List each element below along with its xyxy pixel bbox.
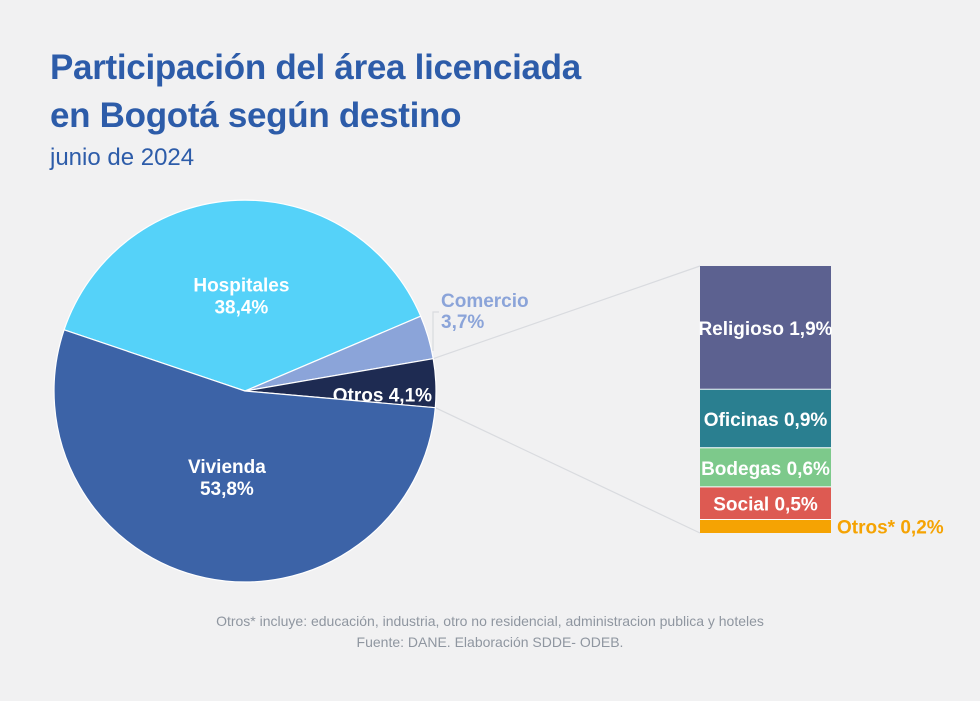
chart-subtitle: junio de 2024 — [50, 144, 195, 171]
header: Participación del área licenciada en Bogo… — [50, 44, 581, 172]
pie-value-hospitales: 38,4% — [214, 298, 268, 319]
pie-label-comercio: Comercio — [441, 291, 529, 312]
pie-label-vivienda: Vivienda — [188, 457, 266, 478]
pie-slice-hospitales — [63, 199, 422, 392]
comercio-leader-line — [432, 311, 439, 351]
pie-value-vivienda: 53,8% — [200, 479, 254, 500]
bar-segment-bodegas — [700, 448, 831, 488]
connector-line-bottom — [435, 407, 701, 534]
pie-label-hospitales: Hospitales — [193, 276, 289, 297]
chart-title-line2: en Bogotá según destino — [50, 96, 462, 135]
chart-title-line1: Participación del área licenciada — [50, 48, 581, 87]
footer: Otros* incluye: educación, industria, ot… — [0, 611, 980, 653]
chart-title: Participación del área licenciada en Bogo… — [50, 44, 581, 140]
bar-label-bodegas: Bodegas 0,6% — [701, 459, 830, 480]
connector-lines — [433, 265, 701, 534]
pie-slice-vivienda — [53, 329, 436, 583]
bar-segment-oficinas — [700, 389, 831, 449]
otros-breakdown-bar: Religioso 1,9% Oficinas 0,9% Bodegas 0,6% S… — [698, 266, 944, 539]
bar-segment-religioso — [700, 266, 831, 390]
bar-label-religioso: Religioso 1,9% — [698, 319, 832, 340]
bar-label-social: Social 0,5% — [713, 495, 818, 516]
pie-value-comercio: 3,7% — [441, 312, 484, 333]
connector-line-top — [433, 265, 701, 360]
bar-label-otros: Otros* 0,2% — [837, 518, 944, 539]
footnote: Otros* incluye: educación, industria, ot… — [216, 613, 764, 629]
bar-label-oficinas: Oficinas 0,9% — [704, 410, 828, 431]
source-note: Fuente: DANE. Elaboración SDDE- ODEB. — [356, 634, 624, 650]
bar-segment-social — [700, 487, 831, 520]
bar-segment-otros — [700, 520, 831, 533]
